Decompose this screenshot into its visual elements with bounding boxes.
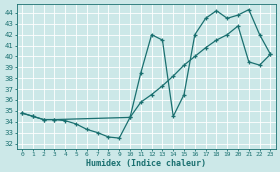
X-axis label: Humidex (Indice chaleur): Humidex (Indice chaleur) xyxy=(86,159,206,168)
